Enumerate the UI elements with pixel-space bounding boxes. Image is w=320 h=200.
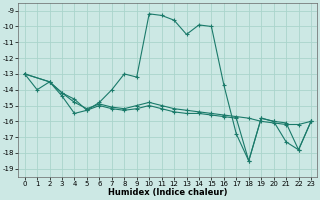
X-axis label: Humidex (Indice chaleur): Humidex (Indice chaleur) [108, 188, 228, 197]
